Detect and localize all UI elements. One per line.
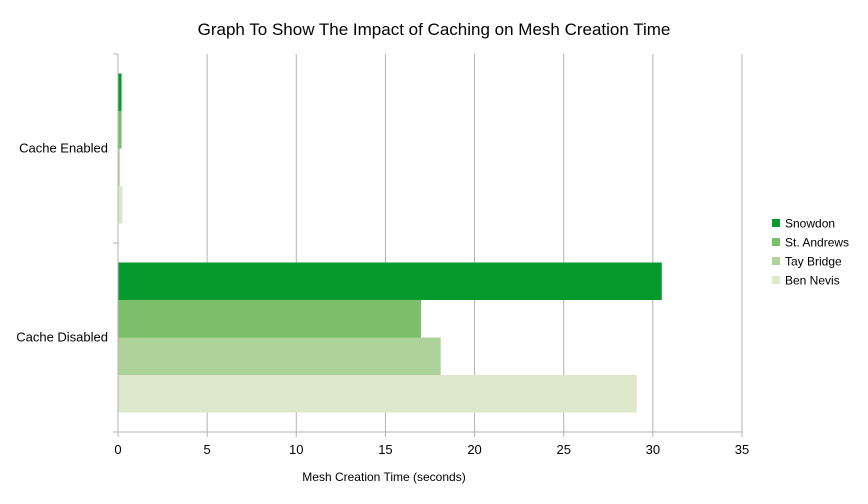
legend-swatch [772, 219, 780, 227]
x-tick-label: 35 [735, 442, 749, 457]
bar-cache-disabled-st-andrews [118, 300, 422, 338]
legend-swatch [772, 257, 780, 265]
legend-label: St. Andrews [785, 236, 849, 250]
y-category-label: Cache Disabled [16, 330, 108, 345]
legend-swatch [772, 276, 780, 284]
x-tick-label: 0 [114, 442, 121, 457]
legend-label: Snowdon [785, 217, 835, 231]
y-category-label: Cache Enabled [19, 141, 108, 156]
x-tick-label: 25 [556, 442, 570, 457]
axes: 0 5 10 15 20 25 30 35 Cache Enabled Cache Disable… [16, 53, 749, 457]
x-axis-label: Mesh Creation Time (seconds) [302, 470, 465, 484]
bar-cache-enabled-ben-nevis [118, 186, 123, 224]
bar-cache-disabled-ben-nevis [118, 375, 637, 413]
x-tick-label: 30 [646, 442, 660, 457]
bar-cache-disabled-tay-bridge [118, 337, 441, 375]
legend: Snowdon St. Andrews Tay Bridge Ben Nevis [772, 217, 849, 288]
legend-label: Ben Nevis [785, 274, 840, 288]
legend-label: Tay Bridge [785, 255, 842, 269]
bar-cache-disabled-snowdon [118, 262, 662, 300]
x-tick-label: 10 [289, 442, 303, 457]
chart-title: Graph To Show The Impact of Caching on M… [198, 20, 671, 39]
bar-cache-enabled-st-andrews [118, 111, 122, 149]
x-tick-label: 15 [378, 442, 392, 457]
x-tick-label: 20 [467, 442, 481, 457]
legend-swatch [772, 238, 780, 246]
bars [118, 73, 662, 413]
x-tick-label: 5 [204, 442, 211, 457]
bar-cache-enabled-snowdon [118, 73, 122, 111]
bar-cache-enabled-tay-bridge [118, 148, 120, 186]
grid-lines [206, 54, 743, 432]
